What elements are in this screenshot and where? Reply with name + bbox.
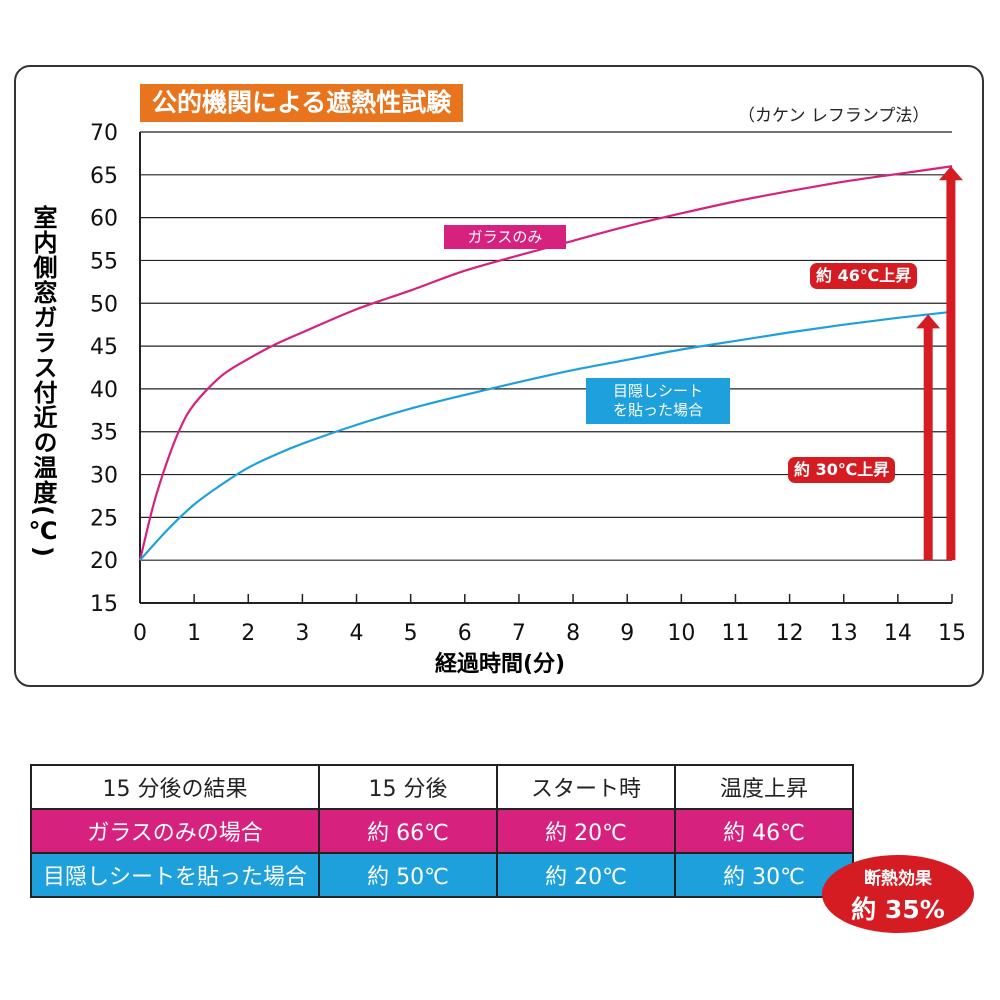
x-tick-label: 15 [938,621,966,646]
x-tick-label: 14 [884,621,912,646]
series-line-sheet [139,310,953,561]
y-tick-label: 25 [90,506,118,531]
table-cell: 約 20℃ [496,852,676,898]
table-cell: 約 46℃ [674,808,854,854]
y-tick-label: 30 [90,464,118,489]
series-label-sheet-line1: 目隠しシート [612,382,703,400]
x-tick-label: 9 [620,621,634,646]
y-tick-label: 50 [90,292,118,317]
y-tick-label: 55 [90,249,118,274]
x-tick-label: 2 [241,621,255,646]
x-tick-label: 4 [350,621,364,646]
chart-panel [14,65,984,687]
y-axis-label: 室内側窓ガラス付近の温度(℃) [29,205,57,558]
rise-arrow-sheet-shaft [923,327,933,561]
x-tick-label: 12 [776,621,804,646]
x-tick-label: 10 [667,621,695,646]
chart-title: 公的機関による遮熱性試験 [140,84,464,122]
x-tick-label: 8 [566,621,580,646]
y-tick-label: 15 [90,592,118,617]
table-cell: 約 20℃ [496,808,676,854]
results-table: 15 分後の結果 15 分後 スタート時 温度上昇 ガラスのみの場合 約 66℃… [30,764,854,898]
method-note: （カケン レフランプ法） [738,106,930,126]
series-label-sheet: 目隠しシート を貼った場合 [586,378,730,424]
rise-arrow-glass-head [938,166,963,181]
table-header-row: 15 分後の結果 15 分後 スタート時 温度上昇 [30,764,854,810]
table-cell: 約 66℃ [318,808,498,854]
badge-value: 約 35% [851,895,945,924]
table-cell: 目隠しシートを貼った場合 [30,852,320,898]
table-cell: ガラスのみの場合 [30,808,320,854]
x-tick-label: 11 [721,621,749,646]
series-line-glass [138,165,953,561]
table-header-cell: 15 分後の結果 [30,764,320,810]
table-row: ガラスのみの場合 約 66℃ 約 20℃ 約 46℃ [30,808,854,854]
y-tick-label: 35 [90,421,118,446]
table-header-cell: 温度上昇 [674,764,854,810]
x-tick-label: 0 [133,621,147,646]
y-tick-label: 40 [90,378,118,403]
y-tick-label: 70 [90,121,118,146]
rise-arrow-sheet-head [916,314,941,329]
x-tick-label: 1 [187,621,201,646]
table-header-cell: スタート時 [496,764,676,810]
table-cell: 約 50℃ [318,852,498,898]
table-row: 目隠しシートを貼った場合 約 50℃ 約 20℃ 約 30℃ [30,852,854,898]
x-tick-label: 5 [404,621,418,646]
x-tick-label: 3 [295,621,309,646]
table-header-cell: 15 分後 [318,764,498,810]
rise-arrow-glass-shaft [946,179,956,561]
x-tick-label: 7 [512,621,526,646]
series-label-glass: ガラスのみ [444,225,566,249]
rise-annotation-sheet: 約 30℃上昇 [788,457,896,483]
rise-annotation-glass: 約 46℃上昇 [810,263,918,289]
badge-title: 断熱効果 [864,869,932,889]
insulation-effect-badge: 断熱効果 約 35% [822,855,974,933]
y-tick-label: 65 [90,164,118,189]
x-axis-label: 経過時間(分) [434,652,566,677]
x-tick-label: 6 [458,621,472,646]
y-tick-label: 45 [90,335,118,360]
x-tick-label: 13 [830,621,858,646]
series-label-sheet-line2: を貼った場合 [612,401,703,419]
y-tick-label: 20 [90,549,118,574]
y-tick-label: 60 [90,207,118,232]
